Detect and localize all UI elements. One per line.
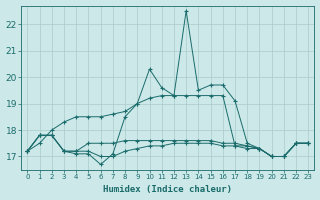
- X-axis label: Humidex (Indice chaleur): Humidex (Indice chaleur): [103, 185, 232, 194]
